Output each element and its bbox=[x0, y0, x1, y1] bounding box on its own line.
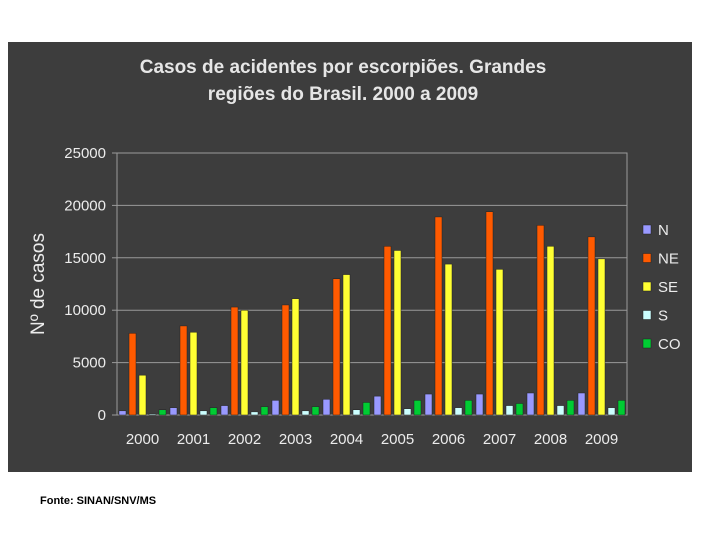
y-tick-label: 10000 bbox=[64, 302, 106, 319]
y-tick-label: 0 bbox=[98, 407, 106, 424]
bar-CO-2006 bbox=[464, 400, 473, 416]
bar-CO-2009 bbox=[617, 400, 626, 416]
bar-NE-2000 bbox=[128, 333, 137, 416]
bar-N-2005 bbox=[373, 395, 382, 416]
bar-S-2006 bbox=[454, 407, 463, 416]
bar-SE-2004 bbox=[342, 274, 351, 416]
bar-SE-2003 bbox=[291, 298, 300, 416]
chart-title-line: Casos de acidentes por escorpiões. Grand… bbox=[140, 57, 547, 78]
bar-CO-2007 bbox=[515, 403, 524, 416]
bar-CO-2000 bbox=[158, 409, 167, 416]
x-tick-label: 2000 bbox=[126, 431, 159, 448]
chart-title-line: regiões do Brasil. 2000 a 2009 bbox=[208, 84, 478, 105]
legend-swatch-S bbox=[642, 310, 652, 320]
x-tick-label: 2003 bbox=[279, 431, 312, 448]
bar-S-2001 bbox=[199, 410, 208, 416]
bar-N-2009 bbox=[577, 392, 586, 416]
y-tick-label: 5000 bbox=[73, 355, 106, 372]
bar-N-2000 bbox=[118, 410, 127, 416]
bar-SE-2007 bbox=[495, 269, 504, 416]
bar-NE-2007 bbox=[485, 211, 494, 416]
x-tick-label: 2005 bbox=[381, 431, 414, 448]
bar-S-2000 bbox=[148, 413, 157, 416]
bar-NE-2004 bbox=[332, 278, 341, 416]
legend-label-N: N bbox=[658, 222, 669, 239]
legend-label-SE: SE bbox=[658, 279, 678, 296]
bar-CO-2005 bbox=[413, 400, 422, 416]
bar-N-2001 bbox=[169, 407, 178, 416]
bar-S-2007 bbox=[505, 405, 514, 416]
bar-S-2009 bbox=[607, 407, 616, 416]
bar-NE-2005 bbox=[383, 246, 392, 416]
bar-N-2006 bbox=[424, 393, 433, 416]
bar-NE-2008 bbox=[536, 225, 545, 416]
bar-N-2007 bbox=[475, 393, 484, 416]
bar-SE-2002 bbox=[240, 309, 249, 416]
bar-SE-2001 bbox=[189, 331, 198, 416]
x-tick-label: 2008 bbox=[534, 431, 567, 448]
x-tick-label: 2006 bbox=[432, 431, 465, 448]
bar-CO-2004 bbox=[362, 402, 371, 416]
bar-N-2004 bbox=[322, 399, 331, 416]
legend-swatch-SE bbox=[642, 281, 652, 292]
bar-NE-2006 bbox=[434, 216, 443, 416]
x-tick-label: 2004 bbox=[330, 431, 363, 448]
bar-S-2004 bbox=[352, 409, 361, 416]
x-tick-label: 2007 bbox=[483, 431, 516, 448]
y-tick-label: 15000 bbox=[64, 250, 106, 267]
legend-label-NE: NE bbox=[658, 251, 679, 268]
source-note: Fonte: SINAN/SNV/MS bbox=[40, 495, 157, 507]
x-tick-label: 2001 bbox=[177, 431, 210, 448]
bar-CO-2008 bbox=[566, 400, 575, 416]
bar-S-2002 bbox=[250, 411, 259, 416]
bar-SE-2005 bbox=[393, 250, 402, 416]
bar-NE-2003 bbox=[281, 304, 290, 416]
bar-N-2003 bbox=[271, 400, 280, 416]
bar-NE-2009 bbox=[587, 236, 596, 416]
bar-SE-2008 bbox=[546, 246, 555, 416]
legend-label-S: S bbox=[658, 308, 668, 325]
bar-CO-2003 bbox=[311, 406, 320, 416]
bar-NE-2002 bbox=[230, 306, 239, 416]
bar-SE-2006 bbox=[444, 263, 453, 416]
y-axis-label: Nº de casos bbox=[28, 233, 49, 335]
bar-SE-2000 bbox=[138, 374, 147, 416]
bar-NE-2001 bbox=[179, 325, 188, 416]
bar-S-2003 bbox=[301, 410, 310, 416]
chart-panel: Casos de acidentes por escorpiões. Grand… bbox=[8, 42, 692, 472]
bar-S-2005 bbox=[403, 408, 412, 416]
x-tick-label: 2002 bbox=[228, 431, 261, 448]
legend-swatch-N bbox=[642, 224, 652, 235]
y-tick-label: 20000 bbox=[64, 197, 106, 214]
bar-S-2008 bbox=[556, 405, 565, 416]
bar-N-2008 bbox=[526, 392, 535, 416]
legend-swatch-NE bbox=[642, 253, 652, 263]
legend-swatch-CO bbox=[642, 338, 652, 349]
legend-label-CO: CO bbox=[658, 336, 681, 353]
bar-CO-2002 bbox=[260, 406, 269, 416]
bar-chart: Casos de acidentes por escorpiões. Grand… bbox=[28, 57, 681, 448]
x-tick-label: 2009 bbox=[585, 431, 618, 448]
bar-CO-2001 bbox=[209, 407, 218, 416]
bar-N-2002 bbox=[220, 405, 229, 416]
y-tick-label: 25000 bbox=[64, 145, 106, 162]
bar-SE-2009 bbox=[597, 258, 606, 416]
